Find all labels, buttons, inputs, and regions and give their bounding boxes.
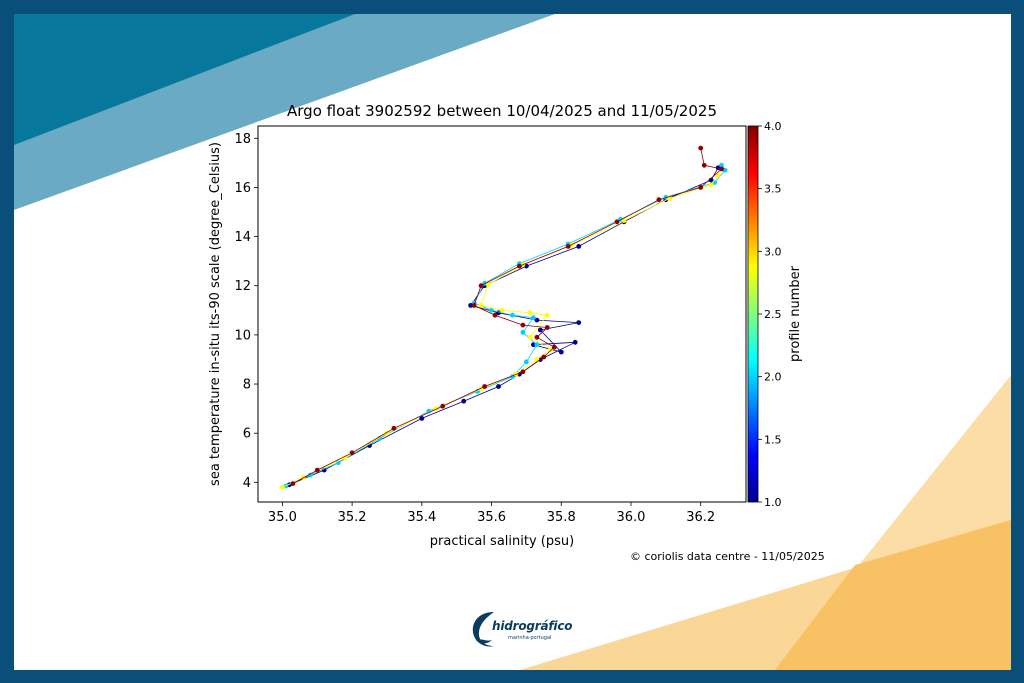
data-point (656, 197, 662, 203)
data-point (534, 334, 540, 340)
data-point (537, 327, 543, 333)
x-tick-label: 35.8 (547, 510, 576, 525)
data-point (565, 244, 571, 249)
y-tick-label: 12 (234, 279, 251, 294)
logo-wordmark: hidrográfico (492, 619, 573, 633)
data-point (544, 325, 550, 330)
data-point (544, 312, 550, 318)
data-point (496, 384, 501, 389)
data-point (548, 347, 554, 352)
colorbar-tick-label: 3.5 (764, 183, 782, 196)
colorbar-tick-label: 3.0 (764, 245, 782, 258)
data-point (517, 263, 522, 269)
data-point (527, 334, 533, 340)
data-point (471, 303, 477, 308)
data-point (349, 450, 355, 456)
y-tick-label: 10 (234, 328, 251, 343)
data-point (520, 369, 526, 375)
data-point (520, 322, 526, 328)
data-point (482, 384, 487, 389)
series-layer (280, 145, 728, 490)
colorbar-tick-label: 1.5 (764, 433, 782, 446)
hidrografico-logo: hidrográfico marinha·portugal (468, 608, 573, 652)
colorbar-ticks: 1.0 1.5 2.0 2.5 3.0 3.5 4.0 (758, 120, 782, 509)
data-point (621, 218, 627, 224)
data-point (576, 244, 582, 249)
data-point (280, 484, 285, 490)
data-point (489, 307, 494, 313)
data-point (510, 312, 515, 318)
x-tick-label: 35.2 (338, 510, 367, 525)
x-tick-label: 36.0 (616, 510, 645, 525)
data-point (391, 425, 397, 431)
x-axis: 35.0 35.2 35.4 35.6 35.8 36.0 36.2 (268, 502, 715, 525)
data-point (492, 312, 498, 318)
data-point (534, 317, 540, 323)
data-point (499, 307, 505, 313)
data-point (468, 303, 473, 308)
y-tick-label: 6 (243, 427, 251, 442)
data-point (541, 354, 547, 360)
data-point (698, 185, 704, 190)
wave-swirl-icon (472, 612, 494, 647)
y-axis-label: sea temperature in-situ its-90 scale (de… (208, 142, 223, 486)
x-tick-label: 35.4 (407, 510, 436, 525)
data-point (290, 481, 296, 486)
data-point (551, 344, 557, 350)
data-point (719, 166, 724, 172)
data-point (719, 162, 724, 168)
data-point (698, 145, 704, 151)
data-point (614, 219, 620, 225)
data-point (478, 283, 484, 289)
data-point (527, 310, 533, 316)
y-tick-label: 16 (234, 181, 251, 196)
data-point (558, 349, 564, 355)
data-credit: © coriolis data centre - 11/05/2025 (630, 550, 825, 563)
y-axis: 4 6 8 10 12 14 16 18 (234, 132, 258, 491)
data-point (715, 172, 721, 178)
logo-subline: marinha·portugal (508, 635, 552, 641)
dark-orange-overlap (775, 520, 1011, 670)
data-point (576, 320, 582, 325)
data-point (440, 403, 446, 409)
y-tick-label: 4 (243, 476, 251, 491)
data-point (321, 467, 327, 473)
colorbar-label: profile number (788, 265, 803, 362)
data-point (520, 330, 526, 335)
dark-blue-triangle (14, 14, 355, 145)
data-point (478, 303, 484, 308)
x-tick-label: 35.6 (477, 510, 506, 525)
x-tick-label: 35.0 (268, 510, 297, 525)
data-point (708, 182, 714, 188)
data-point (534, 342, 540, 348)
data-point (419, 416, 425, 421)
y-tick-label: 18 (234, 132, 251, 147)
y-tick-label: 8 (243, 378, 251, 393)
data-point (572, 339, 578, 345)
x-tick-label: 36.2 (686, 510, 715, 525)
colorbar-tick-label: 2.0 (764, 371, 782, 384)
colorbar-tick-label: 4.0 (764, 120, 782, 133)
y-tick-label: 14 (234, 230, 251, 245)
plot-area (257, 125, 747, 503)
data-point (531, 315, 536, 321)
colorbar (747, 125, 759, 503)
data-point (701, 162, 707, 168)
x-axis-label: practical salinity (psu) (430, 534, 574, 549)
data-point (314, 467, 320, 473)
data-point (531, 342, 536, 348)
colorbar-tick-label: 1.0 (764, 496, 782, 509)
data-point (485, 282, 491, 287)
chart-title: Argo float 3902592 between 10/04/2025 an… (287, 102, 717, 120)
data-point (524, 359, 529, 365)
colorbar-tick-label: 2.5 (764, 308, 782, 321)
data-point (461, 398, 467, 404)
